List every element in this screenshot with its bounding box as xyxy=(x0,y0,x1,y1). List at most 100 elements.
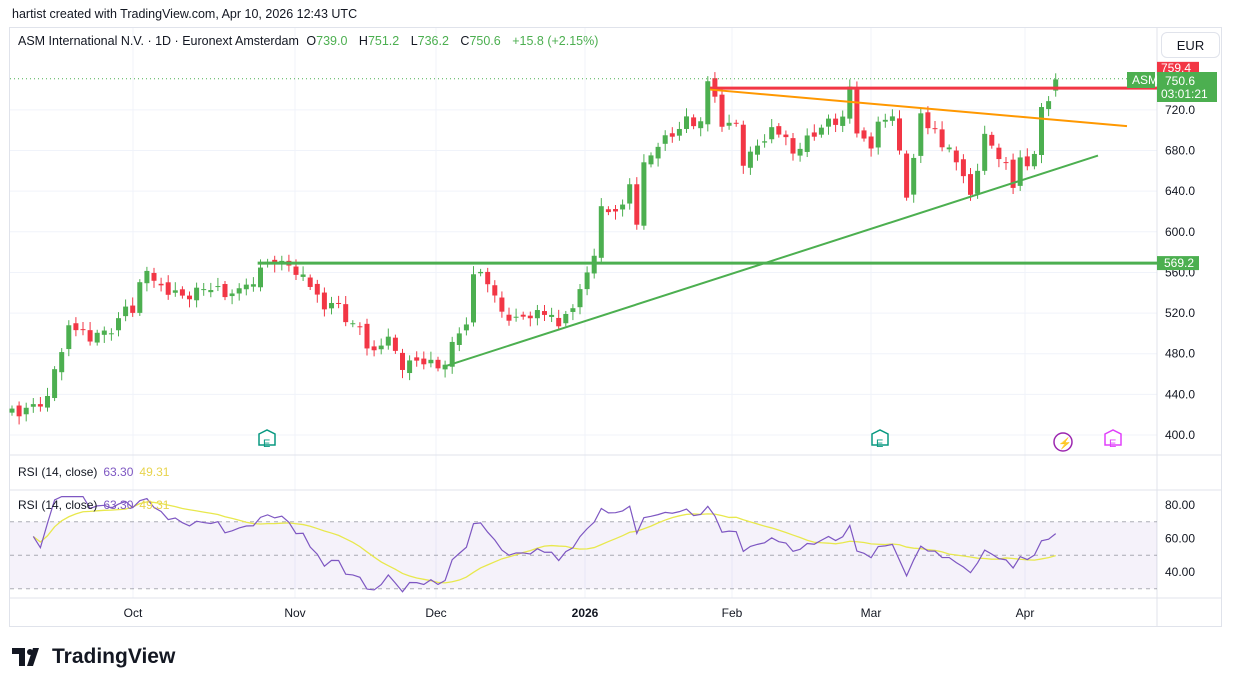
candle-body xyxy=(378,345,384,350)
candle-body xyxy=(726,122,732,126)
candle-body xyxy=(925,112,931,129)
candle-body xyxy=(889,116,895,121)
price-tick: 400.0 xyxy=(1165,428,1195,442)
candle-body xyxy=(1031,153,1037,167)
support-price-label: 569.2 xyxy=(1164,256,1194,270)
candle-body xyxy=(783,134,789,138)
countdown-label: 03:01:21 xyxy=(1161,87,1208,101)
candle-body xyxy=(613,209,618,212)
candle-body xyxy=(797,148,803,156)
time-tick: Dec xyxy=(425,606,446,620)
price-tick: 440.0 xyxy=(1165,387,1195,401)
candle-body xyxy=(691,117,697,127)
candle-body xyxy=(52,369,58,399)
candle-body xyxy=(73,323,79,331)
resistance-price-tag xyxy=(1157,61,1199,74)
earnings-label: E xyxy=(263,438,270,450)
candle-body xyxy=(428,359,434,364)
candle-body xyxy=(343,304,349,323)
rsi-ma-value: 49.31 xyxy=(139,465,170,479)
candle-body xyxy=(144,270,150,284)
candle-body xyxy=(87,330,93,342)
candle-body xyxy=(158,283,164,286)
candle-body xyxy=(300,274,306,277)
created-by-text: hartist created with TradingView.com, Ap… xyxy=(12,7,358,21)
candle-body xyxy=(435,359,441,369)
time-tick: Apr xyxy=(1016,606,1035,620)
rsi-tick: 60.00 xyxy=(1165,532,1195,546)
candle-body xyxy=(705,81,711,125)
currency-button[interactable]: EUR xyxy=(1161,32,1220,58)
candle-body xyxy=(882,119,888,122)
candle-body xyxy=(364,323,370,349)
price-tick: 720.0 xyxy=(1165,103,1195,117)
candle-body xyxy=(953,150,959,163)
price-tick: 680.0 xyxy=(1165,144,1195,158)
candle-body xyxy=(307,277,313,287)
candle-body xyxy=(996,147,1002,160)
descending-trendline xyxy=(709,88,1128,128)
candle-body xyxy=(534,310,540,319)
earnings-icon xyxy=(258,429,276,446)
candle-body xyxy=(669,133,675,137)
candle-body xyxy=(123,306,129,317)
candle-body xyxy=(520,314,526,317)
candle-body xyxy=(1010,159,1016,188)
candle-body xyxy=(818,127,824,135)
candle-body xyxy=(1046,101,1052,110)
candle-body xyxy=(1003,162,1009,164)
candle-body xyxy=(471,274,476,323)
time-tick: Oct xyxy=(124,606,143,620)
rsi-band xyxy=(10,521,1157,589)
symbol-tag-label: ASM xyxy=(1132,73,1158,87)
candle-body xyxy=(620,204,626,210)
candle-body xyxy=(975,170,981,194)
candle-body xyxy=(37,404,43,407)
rsi-legend[interactable]: RSI (14, close) 63.30 49.31 xyxy=(18,498,169,512)
rsi-ma-value: 49.31 xyxy=(139,498,170,512)
candle-body xyxy=(861,130,867,139)
symbol-title: ASM International N.V. · 1D · Euronext A… xyxy=(18,34,299,48)
candle-body xyxy=(897,118,902,151)
candle-body xyxy=(421,358,427,365)
dividend-label: ⚡ xyxy=(1058,437,1072,450)
candle-body xyxy=(350,323,356,325)
resistance-price-label: 759.4 xyxy=(1161,61,1191,75)
low-value: 736.2 xyxy=(417,34,449,48)
candle-body xyxy=(130,305,136,313)
tradingview-logo[interactable]: TradingView xyxy=(12,645,175,669)
candle-body xyxy=(485,271,491,285)
candle-body xyxy=(960,159,966,177)
candle-body xyxy=(208,290,214,293)
candle-body xyxy=(258,267,263,288)
candle-body xyxy=(94,332,100,343)
candle-body xyxy=(236,288,242,294)
candle-body xyxy=(918,113,924,156)
candle-body xyxy=(790,138,796,154)
candle-body xyxy=(634,184,640,225)
candle-body xyxy=(755,145,760,155)
candle-body xyxy=(407,360,413,374)
close-label: C xyxy=(460,34,470,48)
price-chart[interactable]: 720.0680.0640.0600.0560.0520.0480.0440.0… xyxy=(0,0,1233,640)
symbol-legend: ASM International N.V. · 1D · Euronext A… xyxy=(18,34,602,48)
candle-body xyxy=(357,326,363,328)
candle-body xyxy=(1017,157,1023,186)
rsi-value: 63.30 xyxy=(103,498,134,512)
rsi-tick: 80.00 xyxy=(1165,498,1195,512)
candle-body xyxy=(641,162,647,226)
candle-body xyxy=(329,302,334,309)
low-label: L xyxy=(410,34,418,48)
candle-body xyxy=(80,329,86,331)
candle-body xyxy=(577,289,583,308)
rsi-legend-collapsed[interactable]: RSI (14, close) 63.30 49.31 xyxy=(18,465,169,479)
time-tick: Mar xyxy=(861,606,882,620)
symbol-tag xyxy=(1127,72,1155,88)
candle-body xyxy=(194,287,200,301)
rsi-label: RSI (14, close) xyxy=(18,465,98,479)
candle-body xyxy=(740,124,746,166)
candle-body xyxy=(989,134,995,146)
candle-body xyxy=(30,404,36,407)
candle-body xyxy=(392,337,398,351)
candle-body xyxy=(116,318,121,331)
